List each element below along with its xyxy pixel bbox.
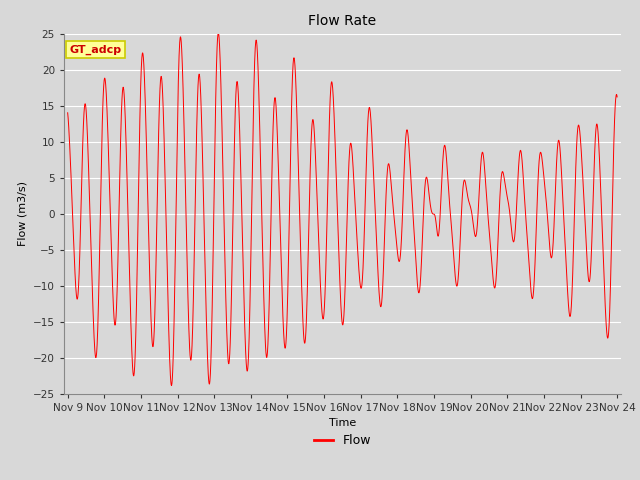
Y-axis label: Flow (m3/s): Flow (m3/s) — [17, 181, 28, 246]
Legend: Flow: Flow — [308, 429, 376, 452]
Title: Flow Rate: Flow Rate — [308, 14, 376, 28]
X-axis label: Time: Time — [329, 418, 356, 428]
Text: GT_adcp: GT_adcp — [70, 44, 122, 55]
